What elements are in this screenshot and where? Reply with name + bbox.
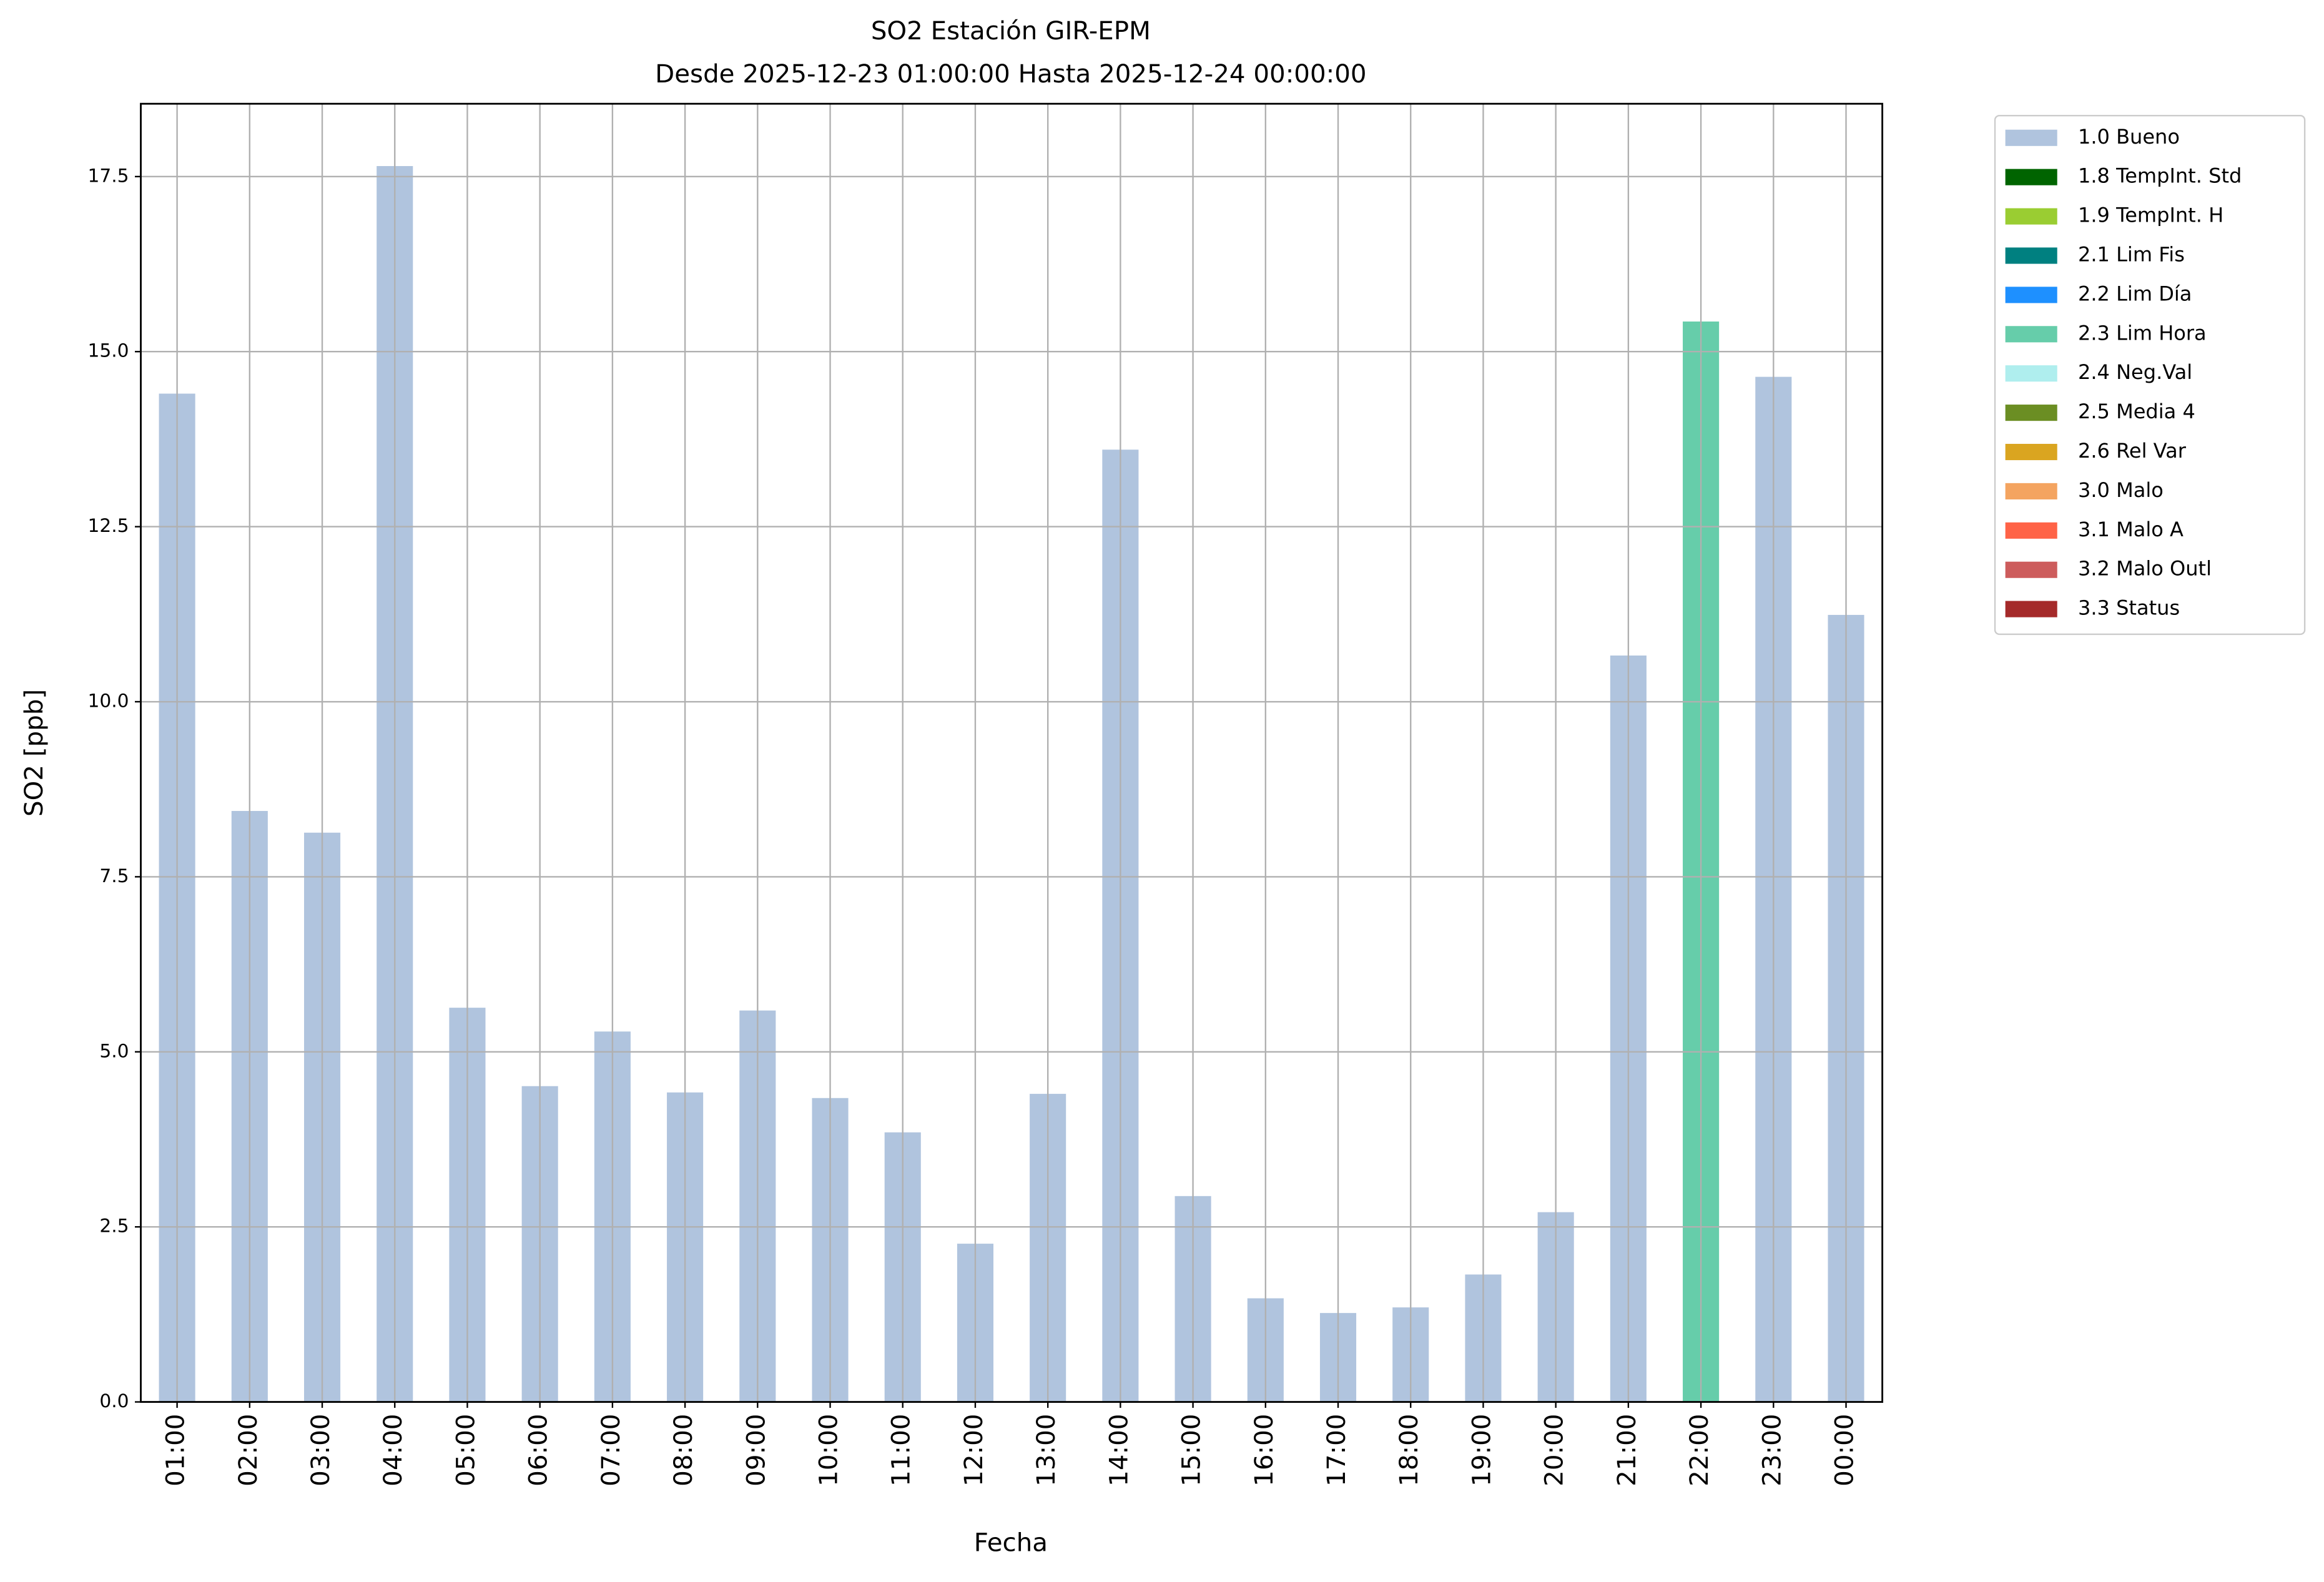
x-axis-label: Fecha bbox=[974, 1528, 1048, 1557]
y-tick-label: 12.5 bbox=[87, 514, 129, 536]
x-tick-label: 17:00 bbox=[1322, 1414, 1351, 1486]
x-tick-label: 20:00 bbox=[1540, 1414, 1569, 1486]
legend-swatch bbox=[2005, 561, 2057, 578]
x-tick-label: 16:00 bbox=[1249, 1414, 1279, 1486]
legend-label: 2.4 Neg.Val bbox=[2078, 360, 2192, 384]
legend-label: 3.3 Status bbox=[2078, 596, 2180, 620]
legend-label: 2.6 Rel Var bbox=[2078, 439, 2187, 463]
legend-swatch bbox=[2005, 129, 2057, 146]
x-tick-label: 02:00 bbox=[234, 1414, 263, 1486]
x-tick-label: 18:00 bbox=[1394, 1414, 1424, 1486]
x-tick-label: 19:00 bbox=[1467, 1414, 1496, 1486]
y-tick-label: 10.0 bbox=[87, 690, 129, 712]
y-tick-label: 2.5 bbox=[99, 1215, 129, 1237]
x-tick-label: 22:00 bbox=[1685, 1414, 1714, 1486]
y-tick-label: 17.5 bbox=[87, 164, 129, 186]
legend-label: 3.0 Malo bbox=[2078, 478, 2164, 502]
legend-swatch bbox=[2005, 169, 2057, 185]
y-tick-label: 0.0 bbox=[99, 1390, 129, 1412]
legend-label: 3.1 Malo A bbox=[2078, 518, 2184, 541]
x-tick-label: 07:00 bbox=[596, 1414, 626, 1486]
x-tick-label: 14:00 bbox=[1104, 1414, 1133, 1486]
x-tick-label: 08:00 bbox=[669, 1414, 698, 1486]
legend-label: 3.2 Malo Outl bbox=[2078, 557, 2212, 581]
legend-box bbox=[1994, 114, 2306, 636]
legend-label: 2.5 Media 4 bbox=[2078, 400, 2195, 423]
x-tick-label: 04:00 bbox=[378, 1414, 408, 1486]
x-tick-label: 15:00 bbox=[1177, 1414, 1206, 1486]
legend-label: 1.0 Bueno bbox=[2078, 125, 2180, 149]
x-tick-label: 23:00 bbox=[1757, 1414, 1786, 1486]
legend-swatch bbox=[2005, 483, 2057, 499]
x-tick-label: 11:00 bbox=[887, 1414, 916, 1486]
x-tick-label: 12:00 bbox=[959, 1414, 988, 1486]
x-tick-label: 21:00 bbox=[1612, 1414, 1642, 1486]
legend-swatch bbox=[2005, 443, 2057, 461]
y-axis-label: SO2 [ppb] bbox=[19, 689, 49, 817]
legend-label: 1.8 TempInt. Std bbox=[2078, 164, 2242, 188]
y-tick-label: 5.0 bbox=[99, 1039, 129, 1061]
x-tick-label: 09:00 bbox=[741, 1414, 771, 1486]
y-tick-label: 7.5 bbox=[99, 865, 129, 887]
x-tick-label: 06:00 bbox=[524, 1414, 553, 1486]
x-tick-label: 05:00 bbox=[451, 1414, 480, 1486]
x-tick-label: 00:00 bbox=[1830, 1414, 1859, 1486]
chart-title: SO2 Estación GIR-EPM bbox=[871, 16, 1151, 46]
legend-label: 2.2 Lim Día bbox=[2078, 282, 2192, 305]
legend-swatch bbox=[2005, 287, 2057, 303]
legend-swatch bbox=[2005, 208, 2057, 225]
legend-swatch bbox=[2005, 405, 2057, 421]
legend-swatch bbox=[2005, 601, 2057, 617]
x-tick-label: 13:00 bbox=[1032, 1414, 1061, 1486]
x-tick-label: 03:00 bbox=[306, 1414, 335, 1486]
chart-subtitle: Desde 2025-12-23 01:00:00 Hasta 2025-12-… bbox=[655, 59, 1366, 89]
x-tick-label: 10:00 bbox=[814, 1414, 844, 1486]
legend-label: 2.3 Lim Hora bbox=[2078, 321, 2207, 345]
legend-swatch bbox=[2005, 365, 2057, 382]
legend-swatch bbox=[2005, 247, 2057, 264]
legend-label: 1.9 TempInt. H bbox=[2078, 204, 2223, 227]
y-tick-label: 15.0 bbox=[87, 340, 129, 361]
x-tick-label: 01:00 bbox=[161, 1414, 190, 1486]
legend-swatch bbox=[2005, 326, 2057, 343]
legend-label: 2.1 Lim Fis bbox=[2078, 242, 2185, 266]
legend-swatch bbox=[2005, 522, 2057, 539]
plot-frame bbox=[140, 102, 1884, 1403]
